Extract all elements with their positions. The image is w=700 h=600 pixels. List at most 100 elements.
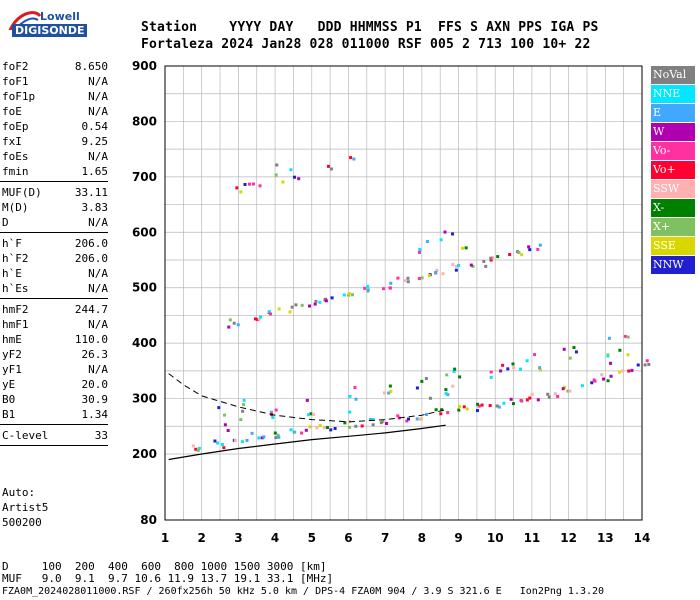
echo-point <box>297 177 301 181</box>
param-value: N/A <box>88 75 108 88</box>
param-name: yF1 <box>2 363 22 376</box>
echo-point <box>480 403 484 407</box>
echo-point <box>354 424 358 428</box>
echo-point <box>348 425 352 429</box>
param-name: fmin <box>2 165 29 178</box>
echo-point <box>216 441 220 445</box>
echo-point <box>403 279 407 283</box>
echo-point <box>538 366 542 370</box>
x-tick-label: 13 <box>597 531 614 545</box>
echo-point <box>506 367 510 371</box>
echo-point <box>434 270 438 274</box>
echo-point <box>313 302 317 306</box>
echo-point <box>257 317 261 321</box>
echo-point <box>415 386 419 390</box>
echo-point <box>626 335 630 339</box>
echo-point <box>271 416 275 420</box>
echo-point <box>226 429 230 433</box>
param-value: 20.0 <box>81 378 109 391</box>
echo-point <box>235 186 239 190</box>
echo-point <box>371 423 375 427</box>
x-tick-label: 3 <box>234 531 242 545</box>
echo-point <box>538 368 542 372</box>
param-value: 110.0 <box>74 333 108 346</box>
echo-point <box>228 318 232 322</box>
echo-point <box>277 307 281 311</box>
param-value: 3.83 <box>81 201 109 214</box>
echo-point <box>511 362 515 366</box>
echo-point <box>520 253 524 257</box>
echo-point <box>484 264 488 268</box>
param-value: 9.25 <box>81 135 109 148</box>
param-name: MUF(D) <box>2 186 42 199</box>
echo-point <box>439 238 443 242</box>
param-row: yF1 N/A <box>2 363 108 376</box>
echo-point <box>636 363 640 367</box>
param-row: foF1p N/A <box>2 90 108 103</box>
echo-point <box>417 250 421 254</box>
echo-point <box>482 259 486 263</box>
y-tick-label: 700 <box>132 170 157 184</box>
echo-point <box>546 392 550 396</box>
plot-frame <box>164 65 643 521</box>
param-name: foF1p <box>2 90 36 103</box>
echo-point <box>383 391 387 395</box>
echo-point <box>444 392 448 396</box>
auto-artist: Artist5 <box>2 501 49 514</box>
echo-point <box>445 373 449 377</box>
echo-point <box>290 305 294 309</box>
param-row: h`E N/A <box>2 267 108 280</box>
echo-point <box>618 348 622 352</box>
echo-point <box>553 392 557 396</box>
param-row: hmF1 N/A <box>2 318 108 331</box>
echo-point <box>305 398 309 402</box>
param-row: foF2 8.650 <box>2 60 108 73</box>
echo-point <box>343 421 347 425</box>
echo-point <box>568 389 572 393</box>
param-row: hmF2 244.7 <box>2 303 108 316</box>
param-name: fxI <box>2 135 22 148</box>
echo-point <box>348 394 352 398</box>
echo-point <box>281 180 285 184</box>
param-row: MUF(D) 33.11 <box>2 186 108 199</box>
echo-point <box>434 408 438 412</box>
echo-point <box>292 430 296 434</box>
y-tick-label: 800 <box>132 114 157 128</box>
legend-item-vo: Vo- <box>651 142 695 160</box>
param-row: h`F2 206.0 <box>2 252 108 265</box>
legend-item-noval: NoVal <box>651 66 695 84</box>
echo-point <box>379 421 383 425</box>
echo-point <box>469 263 473 267</box>
echo-point <box>300 431 304 435</box>
echo-point <box>562 347 566 351</box>
param-row: foEp 0.54 <box>2 120 108 133</box>
echo-point <box>424 376 428 380</box>
echo-point <box>621 369 625 373</box>
echo-point <box>425 413 429 417</box>
echo-point <box>489 370 493 374</box>
echo-point <box>528 396 532 400</box>
param-name: hmF2 <box>2 303 29 316</box>
echo-point <box>309 412 313 416</box>
echo-point <box>439 412 443 416</box>
echo-point <box>329 428 333 432</box>
param-value: 33.11 <box>74 186 108 199</box>
echo-point <box>329 167 333 171</box>
echo-point <box>196 449 200 453</box>
profile-solid-line <box>168 424 446 461</box>
param-name: C-level <box>2 429 49 442</box>
param-value: 206.0 <box>74 237 108 250</box>
param-value: 8.650 <box>74 60 108 73</box>
y-tick-label: 400 <box>132 336 157 350</box>
y-tick-label: 600 <box>132 225 157 239</box>
echo-point <box>626 353 630 357</box>
echo-point <box>462 405 466 409</box>
echo-point <box>342 293 346 297</box>
chart-points <box>191 156 651 453</box>
echo-point <box>387 391 391 395</box>
echo-point <box>457 264 461 268</box>
echo-point <box>443 230 447 234</box>
auto-code: 500200 <box>2 516 42 529</box>
param-row: M(D) 3.83 <box>2 201 108 214</box>
echo-point <box>213 439 217 443</box>
